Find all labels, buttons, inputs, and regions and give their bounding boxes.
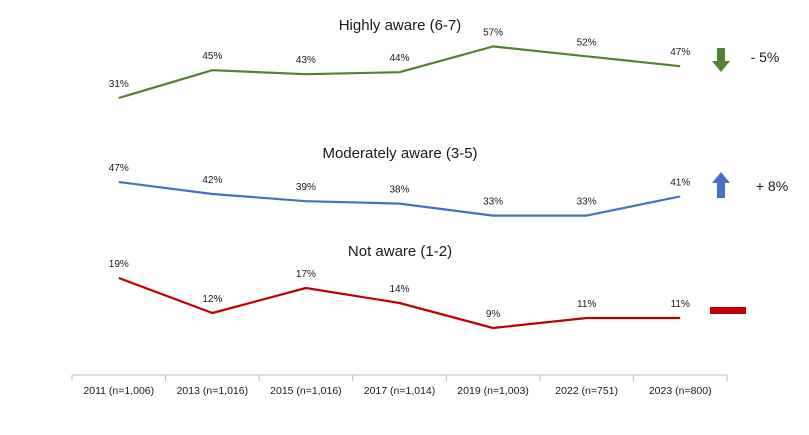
series-line: [118, 45, 681, 100]
series-panel: Highly aware (6-7) 31% 45% 43% 44% 57% 52% 47%: [109, 17, 690, 100]
x-tick-label: 2015 (n=1,016): [270, 385, 342, 397]
change-label: + 8%: [756, 178, 788, 194]
data-label: 17%: [296, 269, 316, 280]
data-label: 11%: [671, 299, 690, 310]
data-label: 42%: [202, 175, 222, 186]
data-label: 31%: [109, 79, 129, 90]
data-label: 43%: [296, 55, 316, 66]
x-tick-label: 2011 (n=1,006): [83, 385, 154, 397]
x-tick-label: 2023 (n=800): [649, 385, 712, 397]
data-label: 9%: [486, 309, 501, 320]
data-label: 12%: [202, 294, 222, 305]
down-arrow-icon: [712, 48, 730, 72]
data-label: 14%: [389, 284, 409, 295]
x-tick-label: 2017 (n=1,014): [364, 385, 436, 397]
x-tick-label: 2022 (n=751): [555, 385, 618, 397]
data-label: 47%: [670, 47, 690, 58]
data-label: 33%: [483, 197, 503, 208]
data-label: 41%: [670, 177, 690, 188]
change-label: - 5%: [751, 49, 780, 65]
x-axis: 2011 (n=1,006) 2013 (n=1,016) 2015 (n=1,01…: [71, 374, 728, 397]
series-panel: Not aware (1-2) 19% 12% 17% 14% 9% 11% 11%: [109, 243, 690, 330]
x-tick-label: 2013 (n=1,016): [177, 385, 249, 397]
no-change-bar-icon: [710, 307, 746, 314]
data-label: 52%: [577, 37, 597, 48]
series-title: Moderately aware (3-5): [322, 145, 477, 162]
series-title: Highly aware (6-7): [339, 17, 462, 34]
x-tick-label: 2019 (n=1,003): [457, 385, 529, 397]
up-arrow-icon: [712, 172, 730, 198]
data-label: 33%: [577, 197, 597, 208]
change-indicators: - 5% + 8%: [710, 48, 788, 314]
data-label: 19%: [109, 259, 129, 270]
data-label: 57%: [483, 27, 503, 38]
series-line: [118, 276, 681, 330]
data-label: 47%: [109, 163, 129, 174]
data-label: 38%: [389, 185, 409, 196]
data-label: 11%: [577, 299, 596, 310]
data-label: 44%: [389, 53, 409, 64]
series-title: Not aware (1-2): [348, 243, 452, 260]
data-label: 39%: [296, 182, 316, 193]
series-panel: Moderately aware (3-5) 47% 42% 39% 38% 33% 33%…: [109, 145, 690, 217]
data-label: 45%: [202, 51, 222, 62]
series-line: [118, 180, 681, 217]
